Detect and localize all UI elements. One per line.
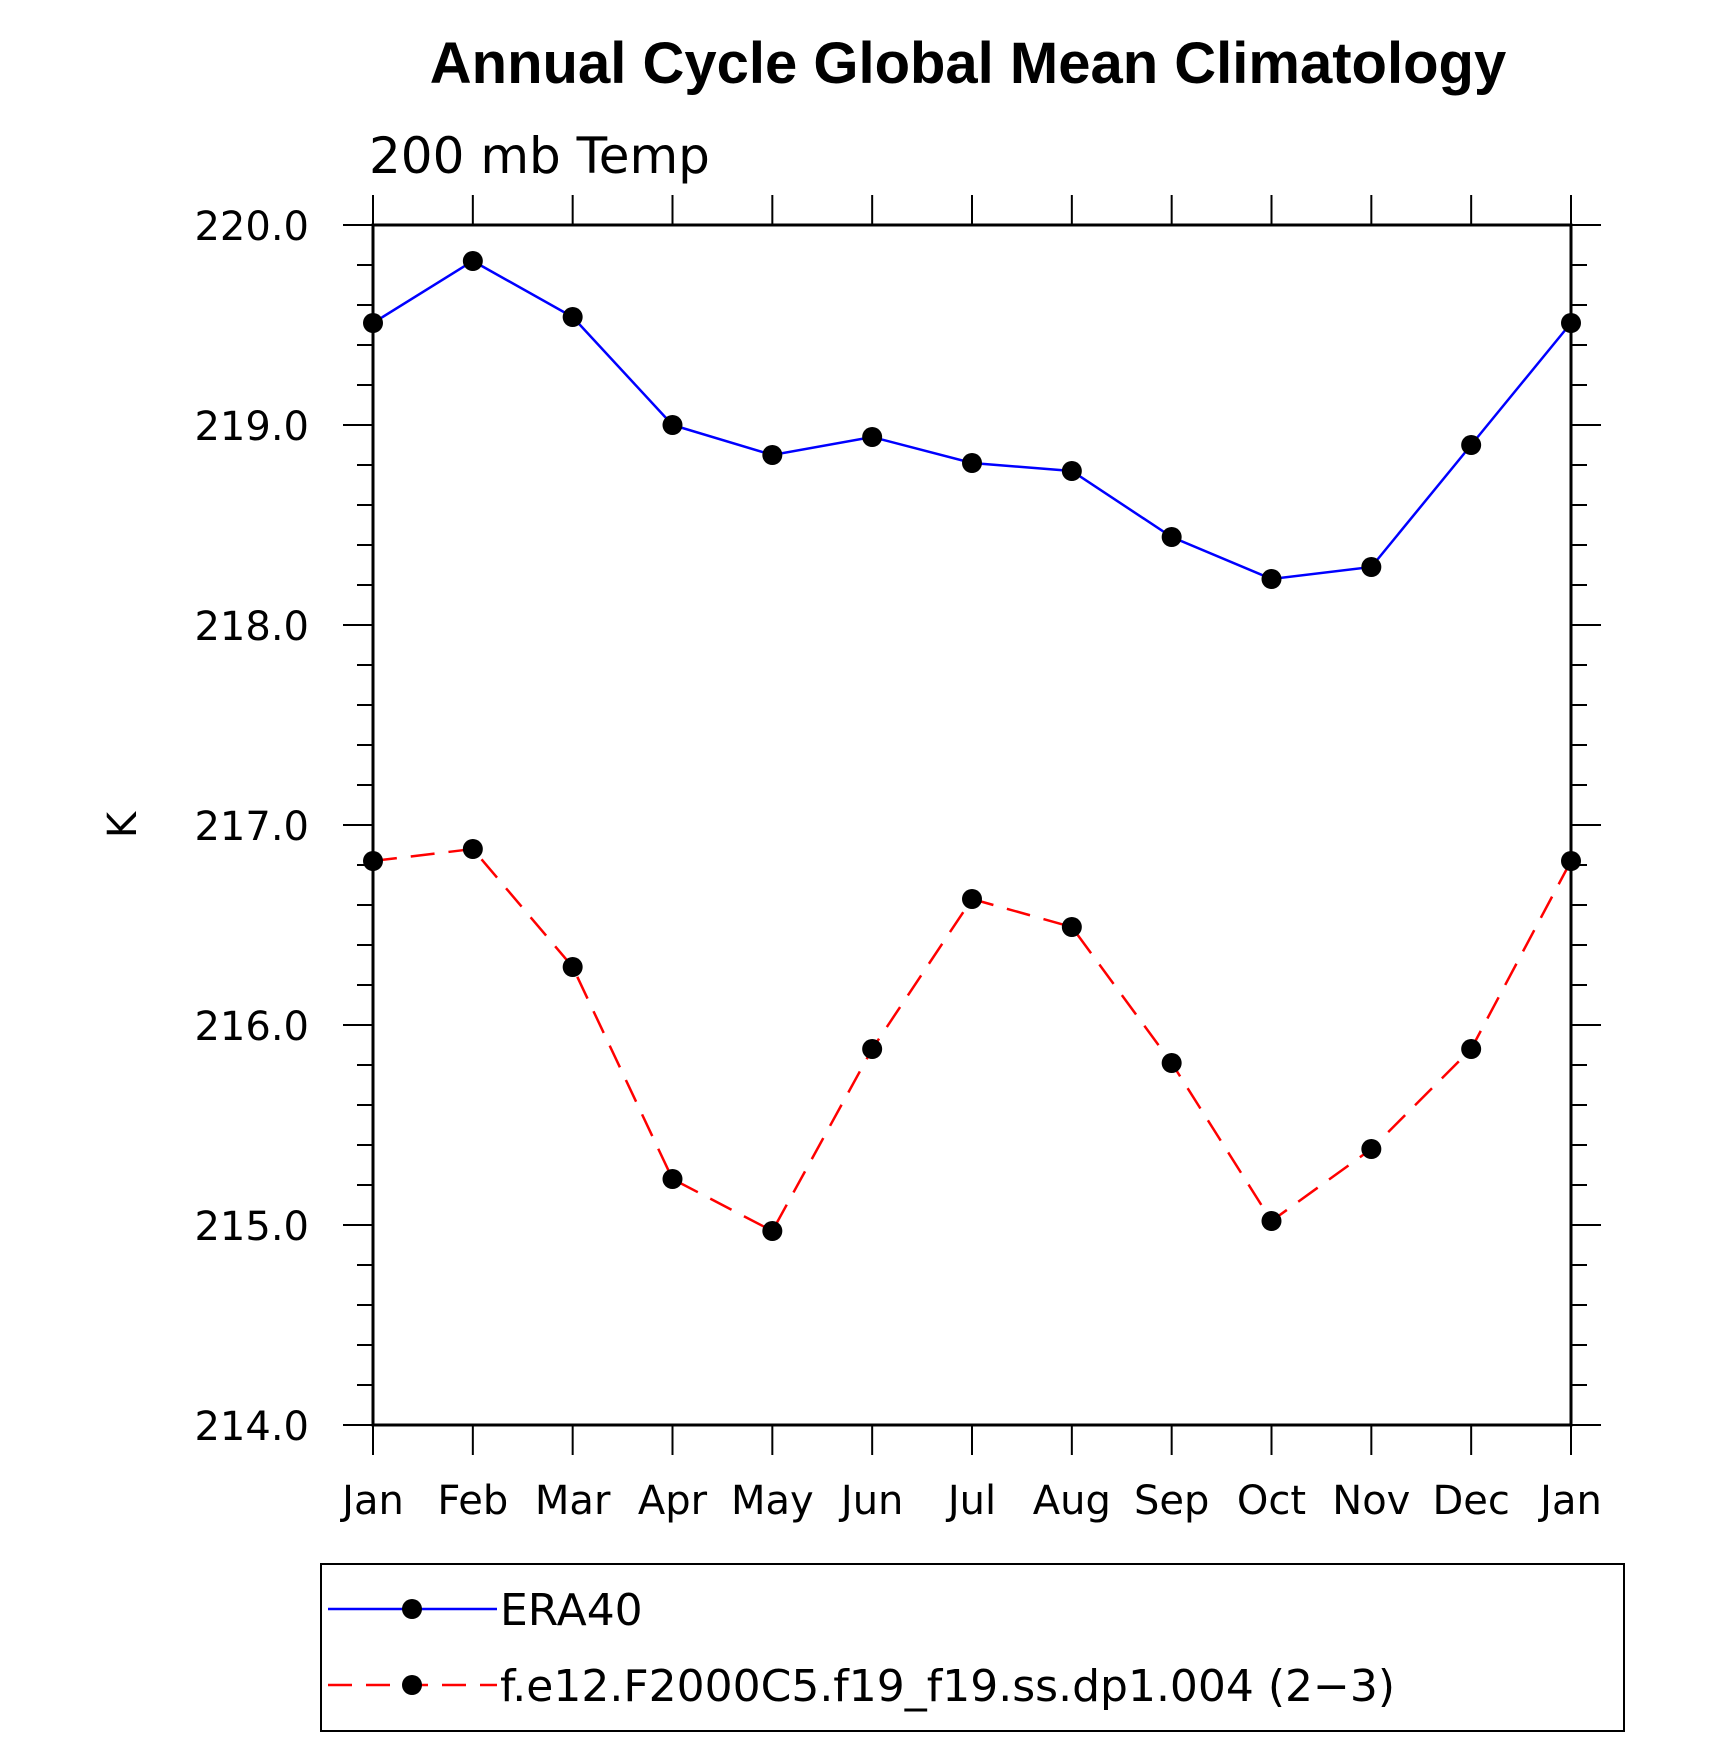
data-point [562, 307, 583, 327]
series-line [372, 259, 1572, 581]
data-point [762, 445, 783, 465]
y-tick-labels: 220.0 219.0 218.0 217.0 216.0 215.0 214.0 [194, 204, 309, 1450]
data-point [862, 427, 883, 447]
data-point [562, 957, 583, 977]
data-point [1061, 917, 1082, 937]
data-point [1161, 527, 1182, 547]
y-axis-label: K [100, 810, 146, 838]
data-point [1261, 569, 1282, 589]
y-tick-label: 220.0 [194, 204, 309, 250]
y-tick-label: 216.0 [194, 1004, 309, 1050]
data-point [462, 251, 483, 271]
legend-label: ERA40 [500, 1585, 643, 1636]
data-point [363, 851, 383, 871]
y-tick-label: 214.0 [194, 1404, 309, 1450]
data-point [363, 313, 383, 333]
x-tick-labels: Jan Feb Mar Apr May Jun Jul Aug Sep Oct Nov Dec Jan [339, 1478, 1602, 1524]
data-point [1361, 1139, 1382, 1159]
data-point [462, 839, 483, 859]
x-tick-label: Jun [838, 1478, 904, 1524]
x-tick-label: Apr [638, 1478, 708, 1524]
series-group [363, 251, 1581, 1241]
series-2 [363, 839, 1581, 1241]
legend-label: f.e12.F2000C5.f19_f19.ss.dp1.004 (2−3) [500, 1661, 1395, 1712]
series-1 [363, 251, 1581, 589]
data-point [1561, 313, 1581, 333]
data-point [662, 1169, 683, 1189]
x-tick-label: Jul [945, 1478, 996, 1524]
chart-subtitle: 200 mb Temp [369, 127, 710, 185]
y-tick-label: 215.0 [194, 1204, 309, 1250]
legend-box [320, 1563, 1625, 1732]
data-point [1061, 461, 1082, 481]
chart-title: Annual Cycle Global Mean Climatology [430, 31, 1506, 96]
data-point [1461, 1039, 1482, 1059]
x-tick-label: Sep [1134, 1478, 1209, 1524]
y-tick-label: 219.0 [194, 404, 309, 450]
data-point [862, 1039, 883, 1059]
y-tick-label: 217.0 [194, 804, 309, 850]
data-point [1561, 851, 1581, 871]
plot-frame [371, 223, 1573, 1427]
data-point [662, 415, 683, 435]
legend-marker [402, 1675, 422, 1695]
x-tick-label: Aug [1033, 1478, 1111, 1524]
y-tick-label: 218.0 [194, 604, 309, 650]
x-tick-label: Oct [1237, 1478, 1306, 1524]
x-tick-label: Jan [339, 1478, 404, 1524]
x-tick-label: Dec [1432, 1478, 1509, 1524]
data-point [1461, 435, 1482, 455]
legend-marker [402, 1599, 422, 1619]
data-point [962, 453, 982, 473]
data-point [962, 889, 982, 909]
legend: ERA40 f.e12.F2000C5.f19_f19.ss.dp1.004 (2… [320, 1563, 1625, 1732]
x-tick-label: Nov [1332, 1478, 1410, 1524]
data-point [1161, 1053, 1182, 1073]
x-tick-label: Feb [437, 1478, 508, 1524]
x-tick-label: Mar [535, 1478, 611, 1524]
data-point [1361, 557, 1382, 577]
data-point [762, 1221, 783, 1241]
x-tick-label: Jan [1537, 1478, 1602, 1524]
axis-ticks [343, 195, 1601, 1455]
data-point [1261, 1211, 1282, 1231]
x-tick-label: May [731, 1478, 814, 1524]
